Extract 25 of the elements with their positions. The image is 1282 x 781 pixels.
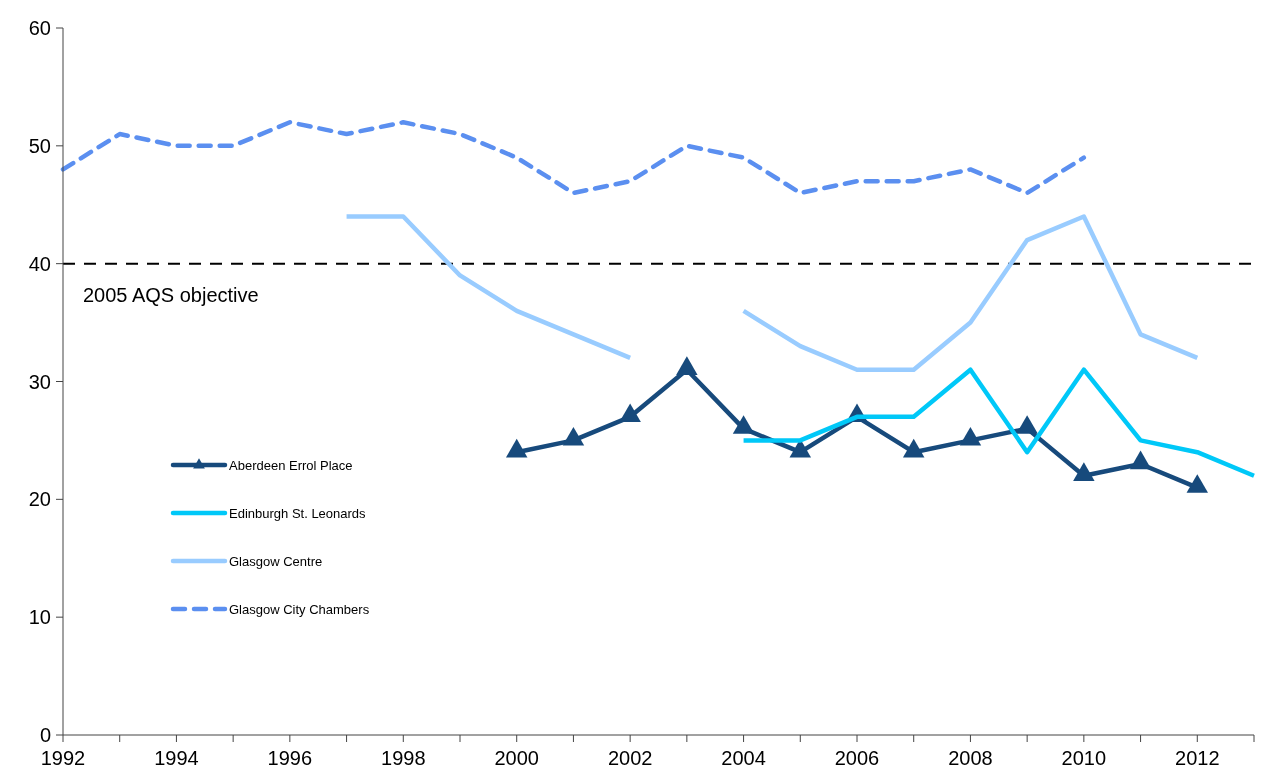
y-tick-label: 30: [28, 370, 51, 393]
legend-label: Edinburgh St. Leonards: [229, 505, 367, 521]
y-tick-label: 10: [28, 606, 51, 629]
legend-label: Glasgow Centre: [229, 553, 323, 569]
x-tick-label: 2008: [948, 747, 993, 769]
legend-label: Aberdeen Errol Place: [229, 457, 353, 473]
x-tick-label: 1992: [40, 747, 86, 769]
y-tick-label: 60: [28, 17, 51, 39]
x-tick-label: 2010: [1061, 747, 1107, 769]
x-tick-label: 2000: [494, 747, 539, 769]
line-series: [741, 367, 1257, 479]
legend-label: Glasgow City Chambers: [229, 601, 370, 617]
x-tick-label: 1996: [267, 747, 313, 769]
ref-line-label: 2005 AQS objective: [83, 283, 259, 306]
x-tick-label: 1998: [381, 747, 426, 769]
y-tick-label: 40: [28, 252, 51, 275]
x-tick-label: 2004: [721, 747, 766, 769]
x-tick-label: 2002: [607, 747, 653, 769]
x-tick-label: 2012: [1175, 747, 1220, 769]
x-tick-label: 2006: [834, 747, 880, 769]
line-series: [60, 120, 1087, 196]
y-tick-label: 50: [28, 134, 51, 157]
y-tick-label: 20: [28, 488, 51, 511]
y-tick-label: 0: [39, 724, 51, 746]
x-tick-label: 1994: [154, 747, 199, 769]
